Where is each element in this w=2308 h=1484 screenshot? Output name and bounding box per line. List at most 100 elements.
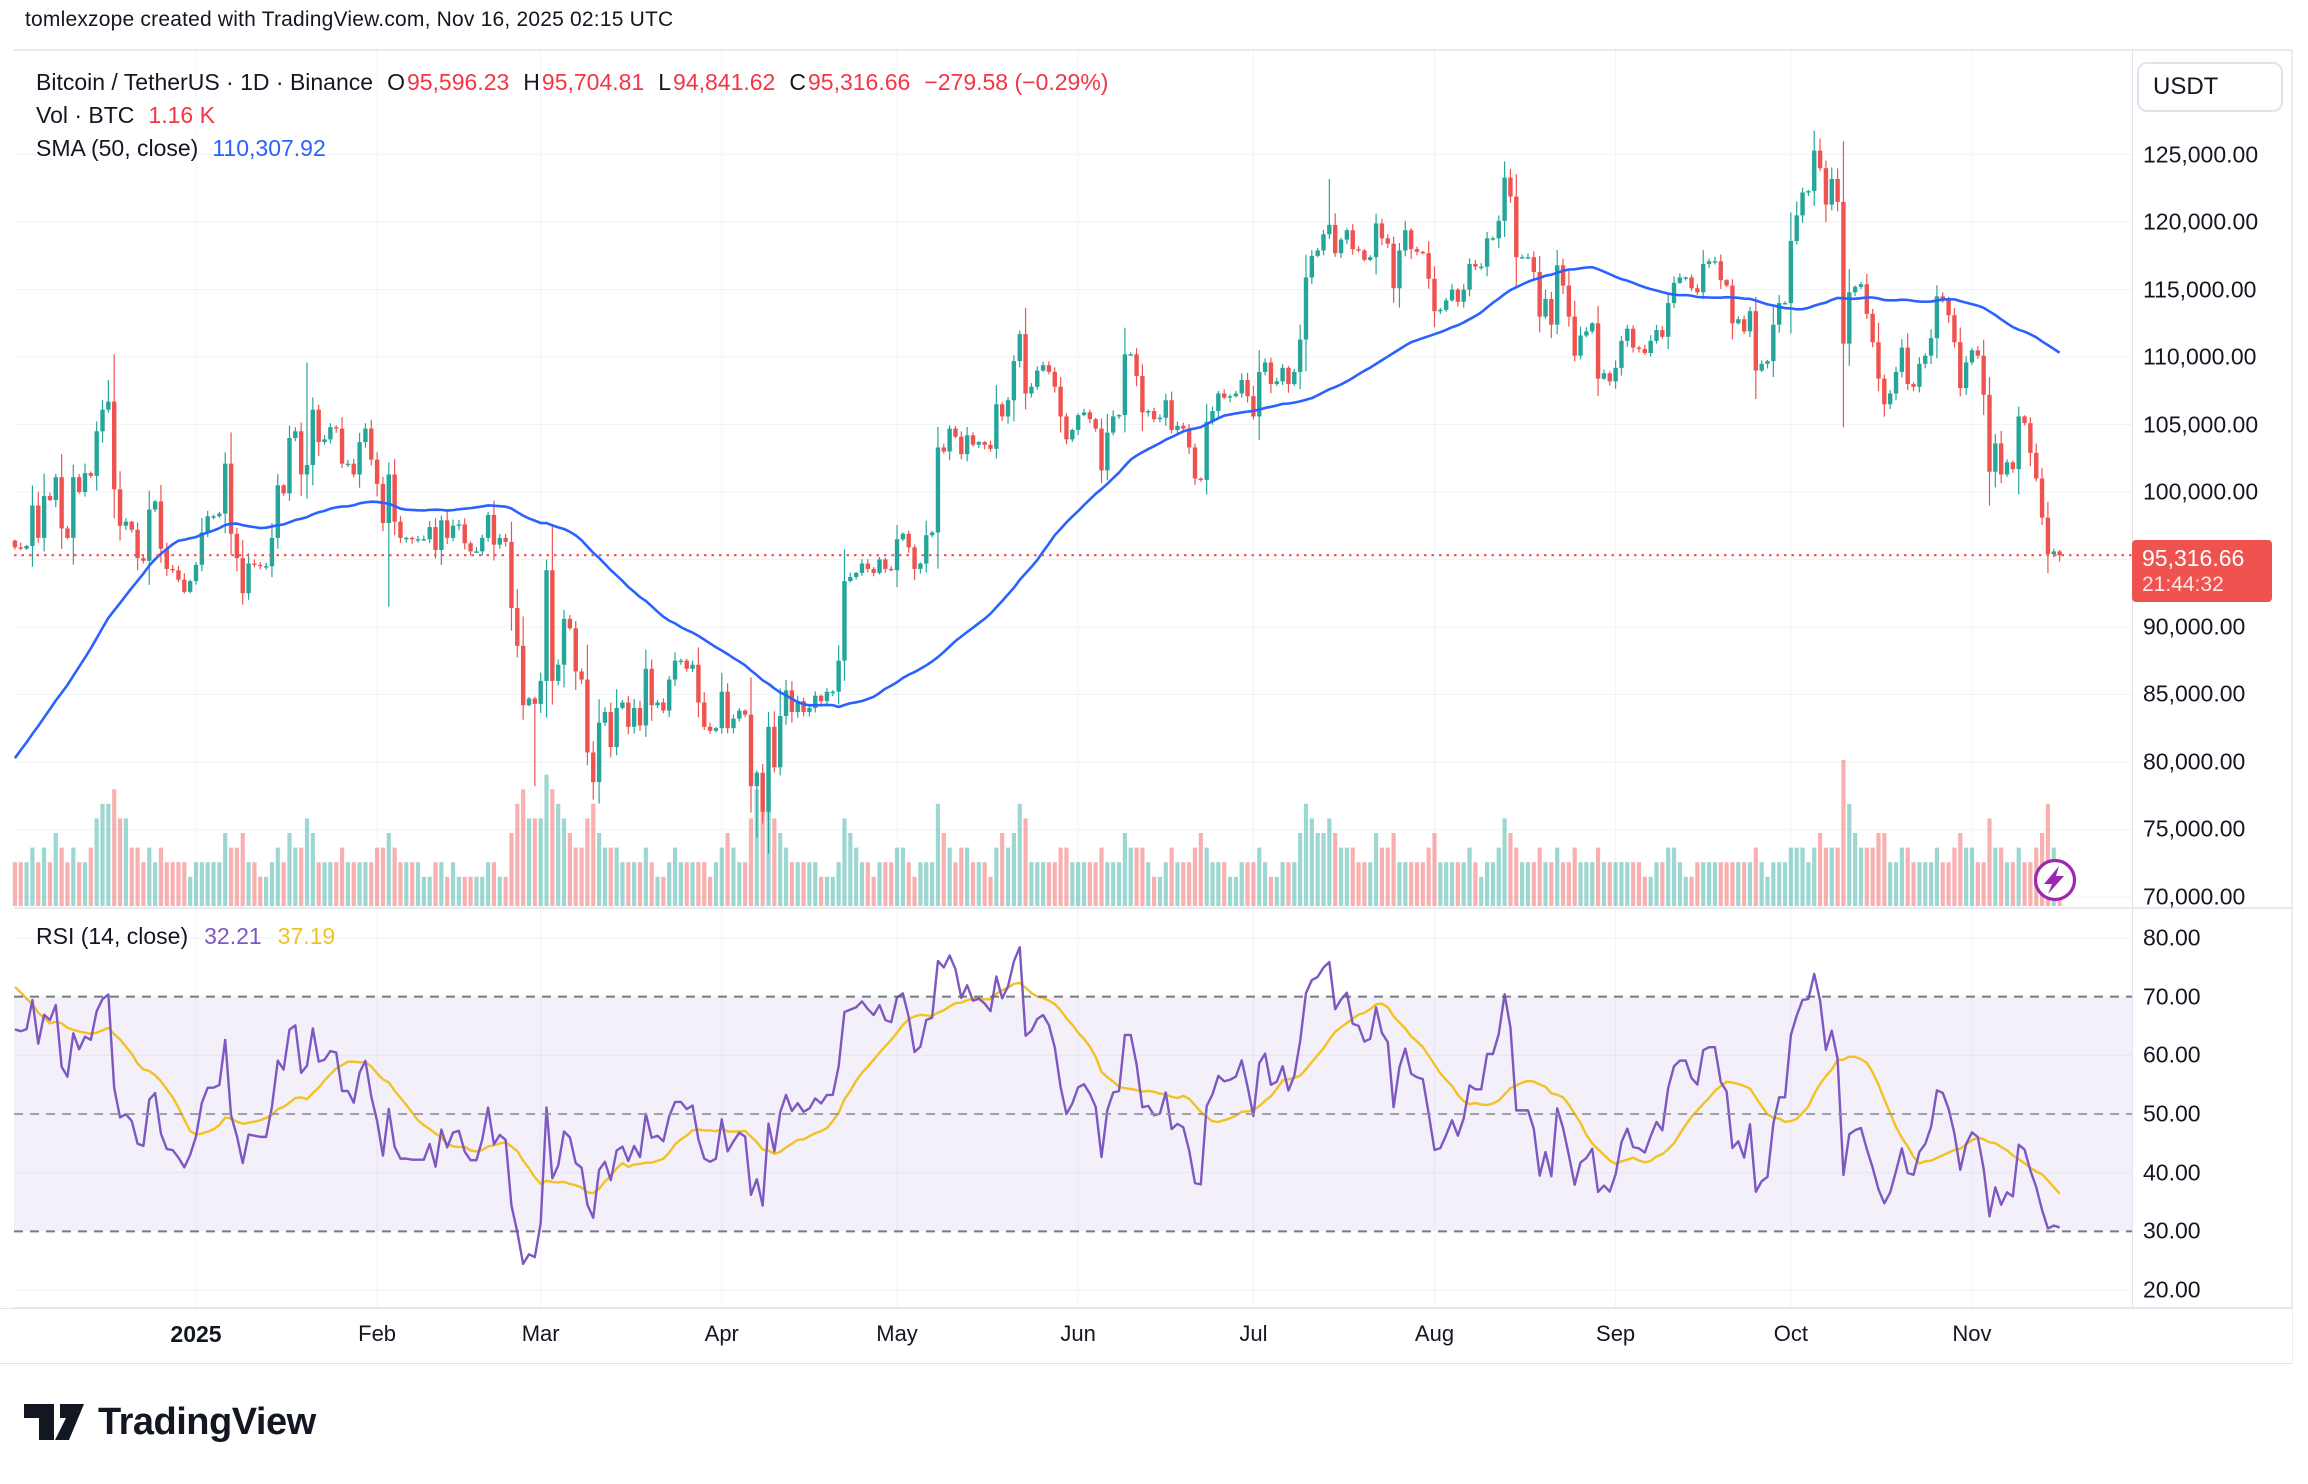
volume-bar [614,847,619,906]
candle-body [818,695,824,702]
candle-body [690,664,695,669]
volume-bar [1549,862,1554,906]
candle-body [935,447,941,533]
candle-body [1946,299,1951,316]
candle-body [1508,177,1513,197]
candle-body [18,547,23,549]
candle-body [620,702,625,708]
volume-bar [1070,862,1075,906]
volume-bar [1420,862,1425,906]
volume-bar [667,862,672,906]
volume-bar [1969,847,1975,906]
candle-body [176,570,181,580]
volume-bar [801,862,806,906]
candle-body [1303,277,1309,340]
candle-body [871,568,876,573]
candle-body [760,772,765,812]
volume-bar [1654,862,1659,906]
volume-bar [199,862,204,906]
volume-bar [719,847,724,906]
candle-body [199,532,205,565]
candle-body [877,559,882,573]
volume-bar [743,862,748,906]
candle-body [351,463,356,475]
volume-bar [1245,862,1250,906]
volume-bar [1274,876,1279,906]
volume-bar [117,818,123,906]
price-axis[interactable]: 125,000.00 120,000.00 115,000.00 110,000.00… [2132,50,2308,1362]
candle-body [240,558,245,594]
candle-body [217,513,222,517]
price-axis-label: 85,000.00 [2143,680,2246,707]
volume-bar [1759,862,1764,906]
candle-body [345,463,351,466]
candle-body [596,722,602,783]
volume-bar [82,862,88,906]
volume-bar [1940,862,1945,906]
volume-bar [1835,847,1840,906]
candle-body [649,668,654,706]
time-axis-label: Jul [1239,1321,1268,1346]
candle-body [246,563,251,594]
tradingview-logo[interactable]: TradingView [23,1400,316,1444]
candle-body [252,563,257,565]
flash-lightning-button[interactable] [2032,857,2078,903]
candle-body [164,548,169,569]
volume-bar [1187,862,1192,906]
volume-bar [1853,833,1858,906]
volume-bar [544,774,549,906]
candle-body [1385,238,1390,244]
time-axis[interactable]: 2025 Feb Mar Apr May Jun Jul Aug Sep Oct Nov [0,1308,2292,1364]
volume-bar [18,862,23,906]
volume-bar [632,862,637,906]
candle-body [1490,238,1496,240]
candle-body [386,474,391,524]
candle-body [859,563,865,573]
volume-bar [1870,847,1875,906]
candle-body [1630,328,1636,348]
ohlc-open: O95,596.23 [387,69,510,95]
sma-study-label[interactable]: SMA (50, close) [36,135,199,161]
candle-body [766,726,771,812]
candle-body [1420,251,1426,254]
candle-body [1695,288,1700,293]
symbol-title[interactable]: Bitcoin / TetherUS · 1D · Binance [36,69,374,95]
volume-study-label[interactable]: Vol · BTC [36,102,135,128]
volume-bar [345,862,350,906]
change-value: −279.58 (−0.29%) [924,69,1109,95]
candle-body [1841,201,1846,344]
volume-bar [1666,847,1671,906]
volume-bar [77,862,82,906]
bar-countdown: 21:44:32 [2142,573,2224,597]
candle-body [509,541,514,609]
volume-bar [1817,833,1823,906]
candle-body [1245,379,1250,397]
volume-bar [491,862,497,906]
rsi-line [14,946,2060,1266]
volume-bar [1753,847,1758,906]
volume-bar [1999,847,2004,906]
volume-bar [480,876,485,906]
candle-body [959,436,964,455]
volume-bar [281,862,286,906]
volume-bar [713,862,719,906]
candle-body [684,660,689,669]
candle-body [1023,334,1028,394]
rsi-axis-label: 70.00 [2143,983,2201,1010]
candle-body [59,477,64,529]
candle-body [1052,371,1057,387]
rsi-study-label[interactable]: RSI (14, close) [36,923,189,949]
volume-bar [1327,818,1332,906]
candle-body [474,551,479,553]
candle-body [374,459,380,484]
volume-bar [1613,862,1618,906]
volume-bar [1788,847,1793,906]
candle-body [2022,416,2027,424]
candle-body [602,711,608,723]
candle-body [503,537,508,542]
volume-bar [12,862,17,906]
volume-bar [859,862,865,906]
currency-unit-button[interactable]: USDT [2137,62,2283,112]
